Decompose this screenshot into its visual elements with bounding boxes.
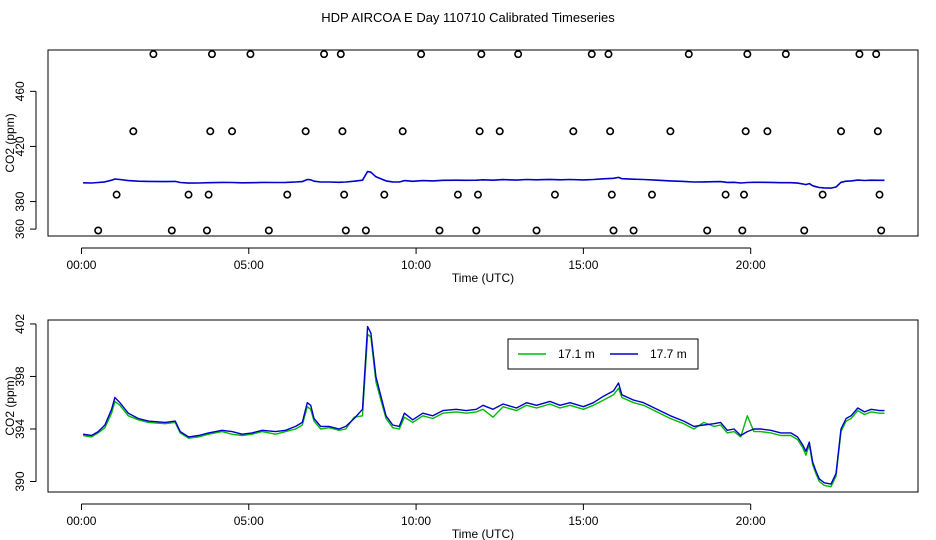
panel1-data-point (264, 226, 273, 235)
panel2-x-axis-label: Time (UTC) (452, 527, 514, 540)
panel1-data-point (472, 226, 481, 235)
panel1-data-point (877, 226, 886, 235)
panel1-data-point (167, 226, 176, 235)
panel1-data-point (514, 50, 523, 59)
panel1-data-point (666, 127, 675, 136)
panel1-frame (47, 49, 919, 237)
panel1-data-point (206, 127, 215, 136)
panel1-data-point (380, 190, 389, 199)
panel1-data-point (738, 226, 747, 235)
panel1-data-point (872, 50, 881, 59)
panel1-data-point (202, 226, 211, 235)
panel1-data-point (149, 50, 158, 59)
panel1-data-point (477, 50, 486, 59)
panel1-data-point (475, 127, 484, 136)
panel1-data-point (629, 226, 638, 235)
panel1-data-point (800, 226, 809, 235)
panel2-frame (47, 319, 919, 493)
panel1-data-point (741, 127, 750, 136)
panel1-data-point (453, 190, 462, 199)
panel1-data-point (855, 50, 864, 59)
panel2-x-tick-label: 10:00 (401, 514, 431, 528)
panel1-data-point (873, 127, 882, 136)
figure-title: HDP AIRCOA E Day 110710 Calibrated Times… (321, 10, 615, 25)
panel2-legend-label-1: 17.1 m (558, 347, 595, 361)
panel1-data-point (129, 127, 138, 136)
panel2-y-tick-label: 398 (13, 366, 27, 386)
panel1-data-point (338, 127, 347, 136)
panel2-y-tick-label: 394 (13, 419, 27, 439)
panel1-data-point (703, 226, 712, 235)
panel1-data-point (340, 190, 349, 199)
panel1-series-line-2 (83, 170, 885, 189)
panel2-series-line-2 (82, 325, 885, 485)
panel1-x-tick-label: 20:00 (736, 258, 766, 272)
panel1-data-point (228, 127, 237, 136)
panel1-data-point (647, 190, 656, 199)
panel1-data-point (184, 190, 193, 199)
panel1-y-tick-label: 380 (13, 191, 27, 211)
panel2-y-tick-label: 390 (13, 471, 27, 491)
panel1-data-point (587, 50, 596, 59)
panel2-x-tick-label: 15:00 (568, 514, 598, 528)
panel1-data-point (112, 190, 121, 199)
panel1-data-point (569, 127, 578, 136)
panel1-data-point (336, 50, 345, 59)
panel1-data-point (532, 226, 541, 235)
panel1-data-point (721, 190, 730, 199)
panel1-data-point (763, 127, 772, 136)
panel1-data-point (781, 50, 790, 59)
panel1-data-point (609, 226, 618, 235)
panel1-x-axis-label: Time (UTC) (452, 271, 514, 285)
panel2-legend-label-2: 17.7 m (650, 347, 687, 361)
panel1-data-point (837, 127, 846, 136)
panel1-x-tick-label: 15:00 (568, 258, 598, 272)
panel1-data-point (204, 190, 213, 199)
panel1-data-point (361, 226, 370, 235)
panel1-data-point (435, 226, 444, 235)
panel1-data-point (495, 127, 504, 136)
panel1-data-point (607, 190, 616, 199)
panel1-data-point (604, 50, 613, 59)
panel1-y-tick-label: 420 (13, 136, 27, 156)
panel1-data-point (398, 127, 407, 136)
panel1-x-tick-label: 10:00 (401, 258, 431, 272)
panel1-data-point (606, 127, 615, 136)
panel1-data-point (94, 226, 103, 235)
panel2-x-tick-label: 00:00 (66, 514, 96, 528)
panel1-data-point (684, 50, 693, 59)
panel1-data-point (301, 127, 310, 136)
panel2-y-axis-label: CO2 (ppm) (3, 376, 17, 435)
panel2-x-tick-label: 20:00 (736, 514, 766, 528)
panel1-data-point (283, 190, 292, 199)
panel1-data-point (417, 50, 426, 59)
panel1-x-tick-label: 05:00 (234, 258, 264, 272)
panel2-x-tick-label: 05:00 (234, 514, 264, 528)
panel1-data-point (739, 190, 748, 199)
panel1-data-point (473, 190, 482, 199)
panel1-data-point (207, 50, 216, 59)
panel1-x-tick-label: 00:00 (66, 258, 96, 272)
panel1-data-point (818, 190, 827, 199)
panel1-y-tick-label: 460 (13, 81, 27, 101)
panel2-y-tick-label: 402 (13, 314, 27, 334)
panel1-data-point (550, 190, 559, 199)
panel1-data-point (875, 190, 884, 199)
panel1-data-point (341, 226, 350, 235)
panel1-data-point (320, 50, 329, 59)
panel1-y-axis-label: CO2 (ppm) (3, 113, 17, 172)
panel1-y-tick-label: 360 (13, 219, 27, 239)
panel1-data-point (743, 50, 752, 59)
panel1-data-point (246, 50, 255, 59)
panel2-series-line-1 (82, 333, 885, 488)
